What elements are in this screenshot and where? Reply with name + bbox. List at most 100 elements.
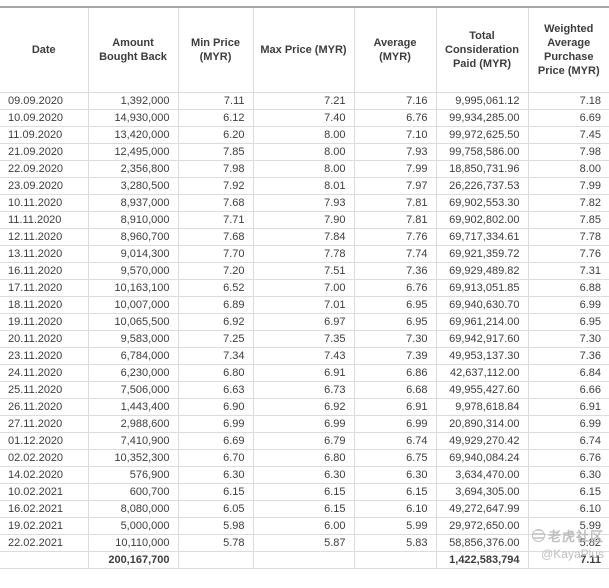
column-header-weighted-average: Weighted Average Purchase Price (MYR) [528, 7, 609, 93]
table-row: 20.11.2020 9,583,000 7.25 7.35 7.30 69,942,91… [0, 330, 609, 348]
value-cell: 7.98 [528, 143, 609, 161]
value-cell: 6.30 [253, 466, 355, 484]
value-cell [178, 551, 254, 569]
value-cell: 6.76 [354, 109, 437, 127]
column-header-total-consideration: Total Consideration Paid (MYR) [436, 7, 529, 93]
value-cell: 7.25 [178, 330, 254, 348]
value-cell: 7.85 [178, 143, 254, 161]
share-buyback-table: Date Amount Bought Back Min Price (MYR) … [0, 6, 609, 569]
value-cell: 7,410,900 [88, 432, 179, 450]
value-cell: 5.99 [528, 517, 609, 535]
value-cell: 6.69 [178, 432, 254, 450]
value-cell: 6.70 [178, 449, 254, 467]
value-cell: 6.99 [528, 415, 609, 433]
value-cell: 18,850,731.96 [436, 160, 529, 178]
value-cell: 7.11 [178, 92, 254, 110]
value-cell: 7.97 [354, 177, 437, 195]
value-cell: 6.92 [253, 398, 355, 416]
table-row: 10.02.2021 600,700 6.15 6.15 6.15 3,694,305.0… [0, 483, 609, 501]
value-cell: 6.97 [253, 313, 355, 331]
value-cell: 7.93 [354, 143, 437, 161]
date-cell: 14.02.2020 [0, 466, 89, 484]
value-cell: 6.12 [178, 109, 254, 127]
value-cell: 7.74 [354, 245, 437, 263]
value-cell: 6.91 [354, 398, 437, 416]
value-cell: 6.15 [354, 483, 437, 501]
value-cell: 6.63 [178, 381, 254, 399]
date-cell: 12.11.2020 [0, 228, 89, 246]
value-cell: 6.10 [354, 500, 437, 518]
value-cell: 99,934,285.00 [436, 109, 529, 127]
value-cell: 7,506,000 [88, 381, 179, 399]
value-cell: 600,700 [88, 483, 179, 501]
value-cell: 6.30 [528, 466, 609, 484]
value-cell: 6.95 [354, 313, 437, 331]
date-cell: 17.11.2020 [0, 279, 89, 297]
value-cell: 6.75 [354, 449, 437, 467]
value-cell: 6.20 [178, 126, 254, 144]
total-row: 200,167,700 1,422,583,794 7.11 [0, 551, 609, 569]
column-header-date: Date [0, 7, 89, 93]
value-cell: 7.92 [178, 177, 254, 195]
value-cell: 576,900 [88, 466, 179, 484]
value-cell: 7.99 [528, 177, 609, 195]
value-cell: 6.95 [354, 296, 437, 314]
table-row: 09.09.2020 1,392,000 7.11 7.21 7.16 9,995,061… [0, 92, 609, 110]
value-cell: 7.16 [354, 92, 437, 110]
value-cell: 6.84 [528, 364, 609, 382]
table-row: 23.11.2020 6,784,000 7.34 7.43 7.39 49,953,13… [0, 347, 609, 365]
value-cell: 49,929,270.42 [436, 432, 529, 450]
value-cell: 14,930,000 [88, 109, 179, 127]
value-cell: 7.39 [354, 347, 437, 365]
table-row: 26.11.2020 1,443,400 6.90 6.92 6.91 9,978,618… [0, 398, 609, 416]
value-cell: 7.20 [178, 262, 254, 280]
value-cell: 6.99 [178, 415, 254, 433]
date-cell: 21.09.2020 [0, 143, 89, 161]
table-row: 24.11.2020 6,230,000 6.80 6.91 6.86 42,637,11… [0, 364, 609, 382]
value-cell: 6.52 [178, 279, 254, 297]
value-cell: 6.00 [253, 517, 355, 535]
table-row: 10.11.2020 8,937,000 7.68 7.93 7.81 69,902,55… [0, 194, 609, 212]
value-cell: 6.91 [528, 398, 609, 416]
value-cell: 7.01 [253, 296, 355, 314]
value-cell: 6.79 [253, 432, 355, 450]
date-cell: 22.02.2021 [0, 534, 89, 552]
value-cell: 6.15 [528, 483, 609, 501]
date-cell: 23.09.2020 [0, 177, 89, 195]
value-cell: 6.30 [354, 466, 437, 484]
table-row: 01.12.2020 7,410,900 6.69 6.79 6.74 49,929,27… [0, 432, 609, 450]
value-cell: 3,634,470.00 [436, 466, 529, 484]
value-cell: 6.86 [354, 364, 437, 382]
date-cell: 27.11.2020 [0, 415, 89, 433]
date-cell: 02.02.2020 [0, 449, 89, 467]
table-row: 18.11.2020 10,007,000 6.89 7.01 6.95 69,940,6… [0, 296, 609, 314]
value-cell: 69,929,489.82 [436, 262, 529, 280]
table-row: 22.02.2021 10,110,000 5.78 5.87 5.83 58,856,3… [0, 534, 609, 552]
date-cell: 16.11.2020 [0, 262, 89, 280]
date-cell: 10.02.2021 [0, 483, 89, 501]
table-row: 19.11.2020 10,065,500 6.92 6.97 6.95 69,961,2… [0, 313, 609, 331]
value-cell: 9,570,000 [88, 262, 179, 280]
value-cell: 6.76 [354, 279, 437, 297]
value-cell: 7.84 [253, 228, 355, 246]
value-cell: 7.85 [528, 211, 609, 229]
value-cell: 69,942,917.60 [436, 330, 529, 348]
value-cell: 8.01 [253, 177, 355, 195]
value-cell: 6.10 [528, 500, 609, 518]
table-row: 16.11.2020 9,570,000 7.20 7.51 7.36 69,929,48… [0, 262, 609, 280]
value-cell: 7.81 [354, 211, 437, 229]
table-row: 19.02.2021 5,000,000 5.98 6.00 5.99 29,972,65… [0, 517, 609, 535]
value-cell: 6.92 [178, 313, 254, 331]
value-cell: 1,443,400 [88, 398, 179, 416]
date-cell: 16.02.2021 [0, 500, 89, 518]
table-row: 25.11.2020 7,506,000 6.63 6.73 6.68 49,955,42… [0, 381, 609, 399]
table-row: 11.09.2020 13,420,000 6.20 8.00 7.10 99,972,6… [0, 126, 609, 144]
value-cell: 10,007,000 [88, 296, 179, 314]
value-cell: 69,717,334.61 [436, 228, 529, 246]
value-cell: 20,890,314.00 [436, 415, 529, 433]
table-row: 21.09.2020 12,495,000 7.85 8.00 7.93 99,758,5… [0, 143, 609, 161]
date-cell: 25.11.2020 [0, 381, 89, 399]
value-cell: 2,988,600 [88, 415, 179, 433]
value-cell: 6.76 [528, 449, 609, 467]
value-cell: 7.10 [354, 126, 437, 144]
